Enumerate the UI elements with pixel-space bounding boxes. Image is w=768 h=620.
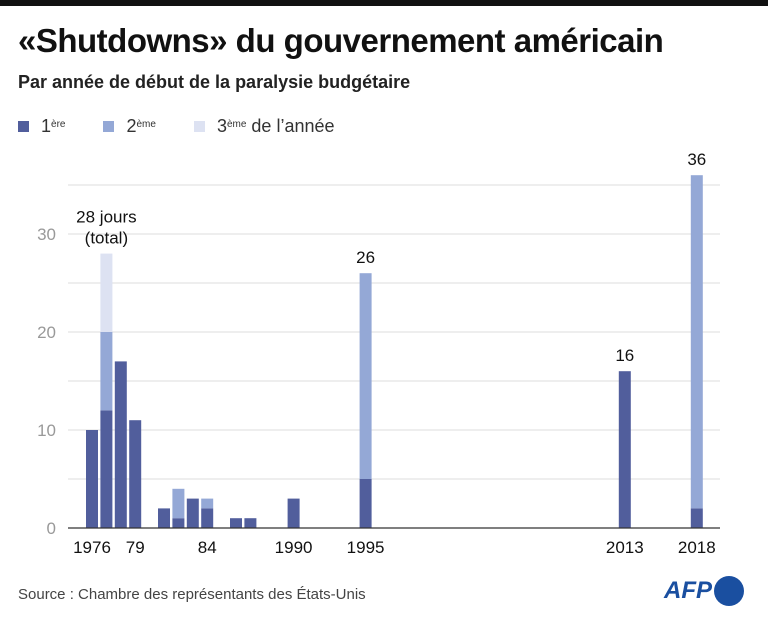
legend: 1 ère 2 ème 3 ème de l’année bbox=[18, 116, 373, 137]
bar-1979-1 bbox=[129, 420, 142, 528]
bar-2018-1 bbox=[690, 508, 703, 528]
bar-1990-1 bbox=[287, 498, 300, 528]
top-bar bbox=[0, 0, 768, 6]
x-tick-label: 79 bbox=[126, 538, 145, 557]
x-tick-label: 2013 bbox=[606, 538, 644, 557]
y-tick-label: 30 bbox=[37, 225, 56, 244]
legend-label: 1 bbox=[41, 116, 52, 136]
legend-first: 1 ère bbox=[18, 116, 65, 137]
bar-1995-2 bbox=[359, 273, 372, 479]
afp-logo: AFP bbox=[664, 576, 744, 606]
bar-1978-1 bbox=[114, 361, 127, 528]
bar-1995-1 bbox=[359, 479, 372, 528]
data-label: 36 bbox=[687, 150, 706, 169]
x-tick-label: 1990 bbox=[275, 538, 313, 557]
bar-2018-2 bbox=[690, 175, 703, 509]
legend-swatch-second bbox=[103, 121, 115, 132]
legend-label: 2 bbox=[126, 116, 137, 136]
bar-1984-1 bbox=[201, 508, 214, 528]
bar-1982-2 bbox=[172, 488, 185, 519]
data-label: 26 bbox=[356, 248, 375, 267]
afp-logo-circle bbox=[714, 576, 744, 606]
bar-1982-1 bbox=[172, 518, 185, 528]
x-tick-label: 2018 bbox=[678, 538, 716, 557]
legend-label: 3 bbox=[216, 116, 227, 136]
chart-subtitle: Par année de début de la paralysie budgé… bbox=[18, 72, 411, 92]
y-tick-label: 20 bbox=[37, 323, 56, 342]
legend-sup: ère bbox=[51, 119, 66, 130]
bar-1983-1 bbox=[186, 498, 199, 528]
legend-sup: ème bbox=[226, 119, 247, 130]
bar-1981-1 bbox=[158, 508, 170, 528]
data-label: (total) bbox=[85, 229, 128, 248]
chart-title: «Shutdowns» du gouvernement américain bbox=[18, 22, 664, 59]
data-label: 16 bbox=[615, 346, 634, 365]
legend-suffix: de l’année bbox=[251, 116, 335, 136]
afp-logo-text: AFP bbox=[664, 577, 712, 604]
x-tick-label: 1995 bbox=[347, 538, 385, 557]
bar-1986-1 bbox=[230, 518, 242, 528]
bar-1976-1 bbox=[86, 430, 98, 528]
legend-swatch-third bbox=[193, 121, 205, 132]
x-tick-label: 1976 bbox=[73, 538, 111, 557]
y-tick-label: 10 bbox=[37, 421, 56, 440]
bar-1984-2 bbox=[201, 498, 214, 509]
bar-1977-3 bbox=[100, 253, 113, 332]
x-tick-label: 84 bbox=[198, 538, 217, 557]
bar-1987-1 bbox=[244, 518, 257, 528]
legend-sup: ème bbox=[136, 119, 156, 130]
source-note: Source : Chambre des représentants des É… bbox=[18, 586, 366, 603]
bar-1977-1 bbox=[100, 410, 113, 528]
legend-swatch-first bbox=[18, 121, 29, 132]
y-tick-label: 0 bbox=[47, 519, 56, 538]
legend-second: 2 ème bbox=[103, 116, 156, 137]
bar-1977-2 bbox=[100, 332, 113, 411]
data-label: 28 jours bbox=[76, 208, 136, 227]
legend-third: 3 ème de l’année bbox=[193, 116, 335, 137]
bar-2013-1 bbox=[618, 371, 631, 528]
